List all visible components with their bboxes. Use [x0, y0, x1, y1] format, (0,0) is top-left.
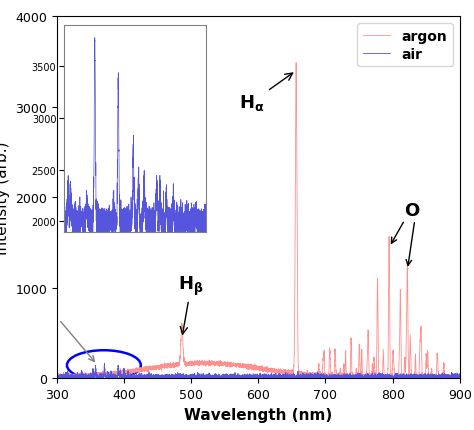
air	[74, 375, 80, 380]
air	[54, 375, 60, 380]
air	[101, 361, 107, 366]
air	[200, 376, 206, 381]
argon	[292, 187, 298, 192]
air	[374, 375, 380, 380]
argon	[293, 61, 299, 66]
argon	[310, 373, 316, 378]
Text: $\mathbf{H_\alpha}$: $\mathbf{H_\alpha}$	[239, 74, 292, 113]
Line: air: air	[57, 364, 460, 378]
air	[292, 376, 298, 381]
argon	[374, 298, 380, 304]
argon	[74, 372, 80, 377]
air	[54, 376, 60, 381]
Text: $\mathbf{H_\beta}$: $\mathbf{H_\beta}$	[178, 274, 204, 335]
Legend: argon, air: argon, air	[357, 24, 453, 68]
X-axis label: Wavelength (nm): Wavelength (nm)	[184, 407, 332, 421]
air	[457, 376, 463, 381]
Line: argon: argon	[57, 64, 460, 378]
argon	[457, 373, 463, 378]
argon	[200, 362, 206, 367]
air	[310, 376, 316, 381]
argon	[55, 376, 60, 381]
Y-axis label: Intensity (arb.): Intensity (arb.)	[0, 141, 10, 255]
Text: O: O	[404, 202, 419, 220]
argon	[353, 374, 358, 379]
air	[353, 376, 358, 381]
argon	[54, 374, 60, 379]
